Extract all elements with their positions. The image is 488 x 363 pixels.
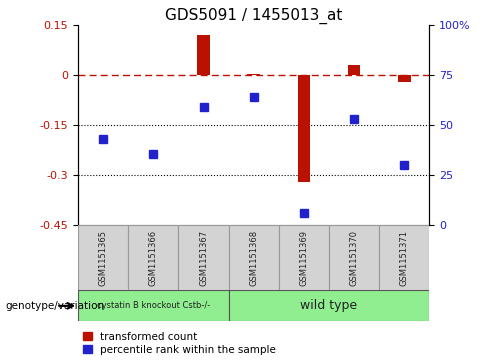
FancyBboxPatch shape bbox=[329, 225, 379, 290]
Bar bbox=[348, 65, 361, 75]
Bar bbox=[298, 75, 310, 182]
FancyBboxPatch shape bbox=[379, 225, 429, 290]
FancyBboxPatch shape bbox=[229, 225, 279, 290]
FancyBboxPatch shape bbox=[229, 290, 429, 321]
Bar bbox=[398, 75, 410, 82]
Legend: transformed count, percentile rank within the sample: transformed count, percentile rank withi… bbox=[83, 332, 276, 355]
Text: wild type: wild type bbox=[301, 299, 358, 312]
Text: cystatin B knockout Cstb-/-: cystatin B knockout Cstb-/- bbox=[97, 301, 210, 310]
Text: GSM1151368: GSM1151368 bbox=[249, 230, 258, 286]
FancyBboxPatch shape bbox=[279, 225, 329, 290]
Text: GSM1151369: GSM1151369 bbox=[300, 230, 308, 286]
Text: GSM1151370: GSM1151370 bbox=[349, 230, 359, 286]
Text: GSM1151371: GSM1151371 bbox=[400, 230, 409, 286]
Title: GDS5091 / 1455013_at: GDS5091 / 1455013_at bbox=[165, 8, 343, 24]
Bar bbox=[197, 35, 210, 75]
Bar bbox=[247, 74, 260, 75]
FancyBboxPatch shape bbox=[128, 225, 179, 290]
FancyBboxPatch shape bbox=[78, 290, 229, 321]
FancyBboxPatch shape bbox=[78, 225, 128, 290]
Text: GSM1151367: GSM1151367 bbox=[199, 230, 208, 286]
FancyBboxPatch shape bbox=[179, 225, 229, 290]
Text: GSM1151365: GSM1151365 bbox=[99, 230, 108, 286]
Text: GSM1151366: GSM1151366 bbox=[149, 230, 158, 286]
Text: genotype/variation: genotype/variation bbox=[5, 301, 104, 311]
